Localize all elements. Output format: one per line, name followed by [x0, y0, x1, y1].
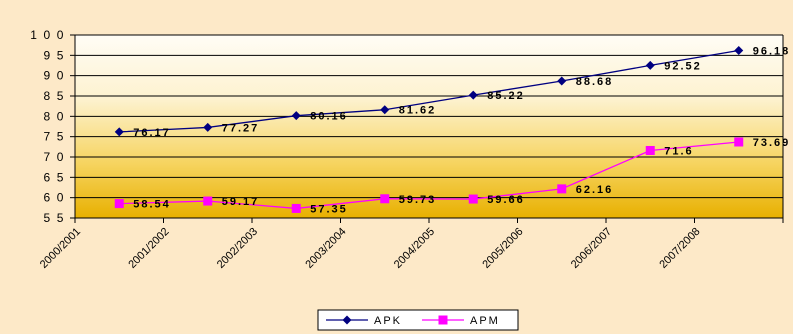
y-tick-label: 8 5 [44, 89, 65, 103]
data-point-marker [734, 46, 744, 56]
data-label: 76.17 [133, 127, 171, 139]
series-line-apm [119, 141, 739, 210]
legend-label: APK [374, 315, 402, 327]
y-tick-label: 7 5 [44, 130, 65, 144]
data-label: 92.52 [664, 60, 702, 72]
y-tick-label: 5 5 [44, 211, 65, 225]
data-point-marker [291, 203, 301, 213]
data-label: 59.66 [487, 194, 525, 206]
data-point-marker [468, 90, 478, 100]
data-label: 59.17 [222, 196, 260, 208]
data-point-marker [114, 199, 124, 209]
data-label: 96.18 [753, 46, 791, 58]
data-label: 80.16 [310, 111, 348, 123]
data-point-marker [380, 105, 390, 115]
plot-area [75, 35, 783, 218]
data-label: 57.35 [310, 203, 348, 215]
data-label: 88.68 [576, 76, 614, 88]
y-tick-label: 6 5 [44, 170, 65, 184]
data-point-marker [291, 111, 301, 121]
x-tick-label: 2002/2003 [215, 226, 260, 271]
legend [317, 309, 519, 331]
data-point-marker [645, 145, 655, 155]
data-label: 59.73 [399, 194, 437, 206]
x-tick-label: 2000/2001 [38, 226, 83, 271]
x-tick-label: 2005/2006 [480, 226, 525, 271]
y-tick-label: 8 0 [44, 109, 65, 123]
x-tick-label: 2004/2005 [392, 226, 437, 271]
x-tick-label: 2003/2004 [303, 226, 348, 271]
data-label: 58.54 [133, 199, 171, 211]
x-tick-label: 2001/2002 [126, 226, 171, 271]
data-point-marker [203, 122, 213, 132]
y-tick-label: 9 5 [44, 48, 65, 62]
data-label: 73.69 [753, 137, 791, 149]
data-label: 77.27 [222, 122, 260, 134]
y-tick-label: 1 0 0 [30, 28, 65, 42]
y-tick-label: 9 0 [44, 69, 65, 83]
data-point-marker [734, 137, 744, 147]
x-tick-label: 2007/2008 [657, 226, 702, 271]
data-label: 85.22 [487, 90, 525, 102]
data-point-marker [380, 194, 390, 204]
legend-marker [342, 315, 352, 325]
data-point-marker [468, 194, 478, 204]
data-label: 81.62 [399, 105, 437, 117]
data-label: 62.16 [576, 184, 614, 196]
legend-label: APM [470, 315, 500, 327]
y-tick-label: 6 0 [44, 191, 65, 205]
x-tick-label: 2006/2007 [569, 226, 614, 271]
data-point-marker [557, 184, 567, 194]
y-tick-label: 7 0 [44, 150, 65, 164]
data-point-marker [114, 127, 124, 137]
legend-marker [438, 315, 448, 325]
series-line-apk [119, 49, 739, 133]
data-point-marker [203, 196, 213, 206]
data-point-marker [645, 60, 655, 70]
data-point-marker [557, 76, 567, 86]
data-label: 71.6 [664, 145, 693, 157]
